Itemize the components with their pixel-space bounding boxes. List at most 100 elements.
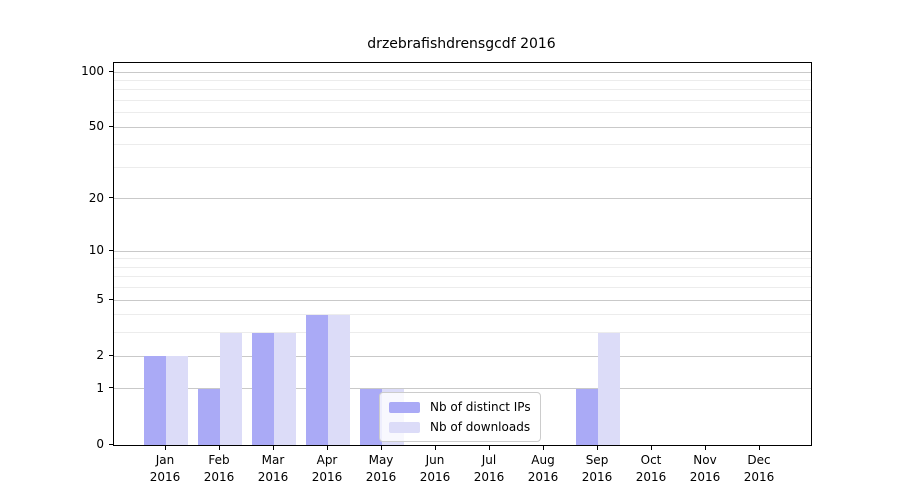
x-tick-mark bbox=[758, 446, 760, 450]
x-tick-year: 2016 bbox=[473, 470, 505, 484]
x-tick-label: Nov 2016 bbox=[675, 452, 735, 486]
x-tick-label: Sep 2016 bbox=[567, 452, 627, 486]
y-tick-label: 5 bbox=[96, 292, 104, 307]
bar-mar-distinct-ips bbox=[252, 332, 274, 445]
bar-sep-distinct-ips bbox=[576, 389, 598, 445]
bar-sep-downloads bbox=[598, 332, 620, 445]
x-tick-month: Feb bbox=[208, 453, 230, 467]
x-tick-year: 2016 bbox=[689, 470, 721, 484]
y-tick-mark bbox=[109, 387, 113, 389]
x-tick-month: Mar bbox=[261, 453, 285, 467]
legend-item-downloads: Nb of downloads bbox=[389, 420, 531, 434]
x-tick-mark bbox=[272, 446, 274, 450]
y-tick-label: 1 bbox=[96, 380, 104, 395]
bar-jan-downloads bbox=[166, 356, 188, 445]
legend-swatch-distinct-ips bbox=[389, 401, 420, 413]
x-tick-month: Oct bbox=[640, 453, 662, 467]
x-tick-year: 2016 bbox=[257, 470, 289, 484]
major-gridline bbox=[114, 355, 811, 357]
x-tick-mark bbox=[650, 446, 652, 450]
minor-gridline bbox=[114, 144, 811, 146]
major-gridline bbox=[114, 299, 811, 301]
bar-mar-downloads bbox=[274, 332, 296, 445]
x-tick-label: Aug 2016 bbox=[513, 452, 573, 486]
bar-feb-downloads bbox=[220, 332, 242, 445]
bar-jan-distinct-ips bbox=[144, 356, 166, 445]
minor-gridline bbox=[114, 266, 811, 268]
minor-gridline bbox=[114, 314, 811, 316]
x-tick-year: 2016 bbox=[743, 470, 775, 484]
x-tick-year: 2016 bbox=[581, 470, 613, 484]
legend-swatch-downloads bbox=[389, 421, 420, 433]
y-tick-mark bbox=[109, 443, 113, 445]
minor-gridline bbox=[114, 89, 811, 91]
x-tick-mark bbox=[380, 446, 382, 450]
x-tick-month: Aug bbox=[531, 453, 555, 467]
y-tick-mark bbox=[109, 70, 113, 72]
chart-title: drzebrafishdrensgcdf 2016 bbox=[367, 36, 556, 52]
legend-label-distinct-ips: Nb of distinct IPs bbox=[430, 400, 531, 414]
minor-gridline bbox=[114, 100, 811, 102]
y-tick-label: 0 bbox=[96, 437, 104, 451]
minor-gridline bbox=[114, 79, 811, 81]
x-tick-year: 2016 bbox=[203, 470, 235, 484]
x-tick-month: Sep bbox=[585, 453, 609, 467]
bar-may-distinct-ips bbox=[360, 389, 382, 445]
legend-item-distinct-ips: Nb of distinct IPs bbox=[389, 400, 531, 414]
x-tick-mark bbox=[488, 446, 490, 450]
plot-area bbox=[113, 62, 812, 446]
x-tick-year: 2016 bbox=[635, 470, 667, 484]
y-tick-label: 10 bbox=[88, 243, 104, 258]
x-tick-label: Mar 2016 bbox=[243, 452, 303, 486]
y-tick-mark bbox=[109, 354, 113, 356]
x-tick-month: Jun bbox=[425, 453, 445, 467]
bar-feb-distinct-ips bbox=[198, 389, 220, 445]
x-tick-month: Nov bbox=[693, 453, 717, 467]
legend: Nb of distinct IPs Nb of downloads bbox=[379, 392, 541, 442]
x-tick-mark bbox=[704, 446, 706, 450]
x-tick-year: 2016 bbox=[365, 470, 397, 484]
y-tick-mark bbox=[109, 249, 113, 251]
minor-gridline bbox=[114, 287, 811, 289]
bar-apr-downloads bbox=[328, 314, 350, 445]
y-tick-label: 20 bbox=[88, 190, 104, 205]
y-tick-mark bbox=[109, 298, 113, 300]
y-tick-mark bbox=[109, 125, 113, 127]
x-tick-month: Dec bbox=[747, 453, 771, 467]
x-tick-year: 2016 bbox=[149, 470, 181, 484]
major-gridline bbox=[114, 71, 811, 73]
x-tick-label: Jun 2016 bbox=[405, 452, 465, 486]
major-gridline bbox=[114, 388, 811, 390]
legend-label-downloads: Nb of downloads bbox=[430, 420, 531, 434]
major-gridline bbox=[114, 126, 811, 128]
x-tick-month: May bbox=[368, 453, 394, 467]
x-tick-year: 2016 bbox=[419, 470, 451, 484]
x-tick-mark bbox=[434, 446, 436, 450]
x-tick-label: May 2016 bbox=[351, 452, 411, 486]
x-tick-label: Feb 2016 bbox=[189, 452, 249, 486]
minor-gridline bbox=[114, 258, 811, 260]
minor-gridline bbox=[114, 112, 811, 114]
x-tick-month: Jan bbox=[155, 453, 175, 467]
x-tick-label: Jul 2016 bbox=[459, 452, 519, 486]
bar-apr-distinct-ips bbox=[306, 314, 328, 445]
y-tick-mark bbox=[109, 197, 113, 199]
major-gridline bbox=[114, 198, 811, 200]
x-tick-label: Dec 2016 bbox=[729, 452, 789, 486]
x-tick-label: Jan 2016 bbox=[135, 452, 195, 486]
x-tick-year: 2016 bbox=[527, 470, 559, 484]
minor-gridline bbox=[114, 167, 811, 168]
minor-gridline bbox=[114, 332, 811, 334]
x-tick-label: Apr 2016 bbox=[297, 452, 357, 486]
x-tick-mark bbox=[542, 446, 544, 450]
x-tick-month: Jul bbox=[481, 453, 497, 467]
major-gridline bbox=[114, 250, 811, 252]
x-tick-year: 2016 bbox=[311, 470, 343, 484]
x-tick-label: Oct 2016 bbox=[621, 452, 681, 486]
minor-gridline bbox=[114, 276, 811, 278]
y-tick-label: 50 bbox=[88, 119, 104, 134]
x-tick-mark bbox=[218, 446, 220, 450]
x-tick-month: Apr bbox=[316, 453, 338, 467]
y-tick-label: 2 bbox=[96, 348, 104, 363]
